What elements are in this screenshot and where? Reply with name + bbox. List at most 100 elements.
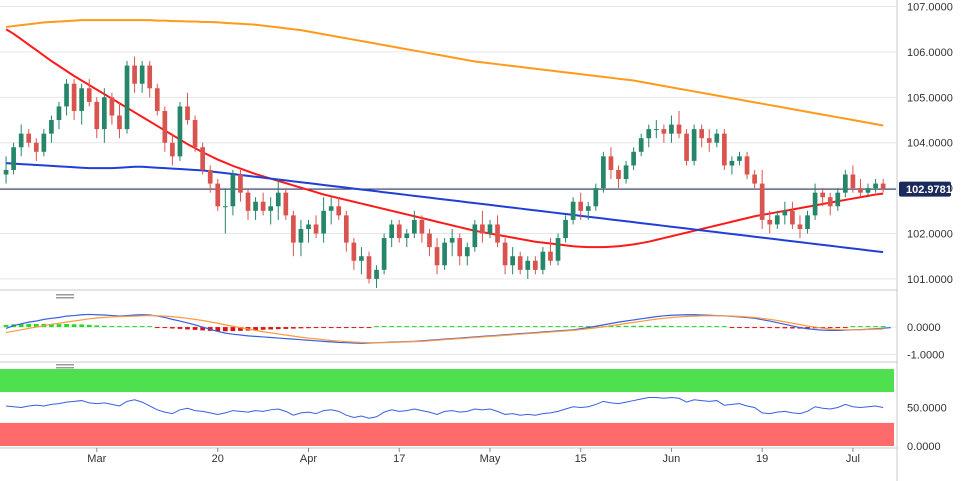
candle-bullish[interactable] [729, 156, 735, 175]
candle-bearish[interactable] [661, 124, 667, 143]
candle-bullish[interactable] [525, 256, 531, 279]
candle-bullish[interactable] [646, 124, 652, 148]
panel-resize-handle-2[interactable] [56, 364, 74, 369]
candle-bullish[interactable] [139, 61, 145, 93]
candle-bearish[interactable] [154, 83, 160, 116]
candle-bullish[interactable] [555, 233, 561, 266]
candle-bearish[interactable] [744, 151, 750, 180]
candle-bullish[interactable] [737, 151, 742, 166]
candle-bearish[interactable] [880, 179, 886, 193]
candle-bearish[interactable] [215, 179, 221, 211]
candle-bullish[interactable] [714, 129, 720, 148]
candle-bearish[interactable] [336, 197, 342, 220]
candle-bullish[interactable] [812, 183, 818, 220]
candle-bullish[interactable] [842, 169, 848, 198]
candle-bullish[interactable] [49, 115, 54, 143]
candle-bullish[interactable] [638, 133, 644, 157]
candle-bullish[interactable] [601, 151, 606, 193]
panel-resize-handle-1[interactable] [56, 294, 74, 299]
candle-bullish[interactable] [472, 219, 478, 252]
candle-bullish[interactable] [835, 188, 841, 211]
candle-bullish[interactable] [464, 242, 470, 266]
candle-bullish[interactable] [563, 215, 568, 243]
candle-bullish[interactable] [774, 210, 780, 229]
candle-bearish[interactable] [616, 165, 621, 189]
price-panel[interactable] [0, 19, 896, 288]
candle-bearish[interactable] [850, 165, 856, 193]
candle-bearish[interactable] [26, 129, 32, 148]
candle-bullish[interactable] [321, 197, 326, 243]
candle-bearish[interactable] [238, 169, 243, 202]
candle-bearish[interactable] [245, 188, 251, 220]
candle-bearish[interactable] [147, 61, 153, 98]
candle-bearish[interactable] [162, 106, 168, 152]
candle-bearish[interactable] [94, 97, 100, 139]
candle-bearish[interactable] [608, 147, 614, 180]
candle-bullish[interactable] [782, 201, 788, 225]
candle-bullish[interactable] [3, 156, 9, 184]
candle-bullish[interactable] [865, 183, 871, 198]
candle-bearish[interactable] [502, 238, 508, 275]
candle-bullish[interactable] [56, 101, 62, 130]
candle-bearish[interactable] [790, 201, 795, 229]
candle-bullish[interactable] [669, 115, 674, 143]
candle-bullish[interactable] [306, 219, 311, 243]
candle-bearish[interactable] [283, 188, 289, 220]
candle-bullish[interactable] [442, 238, 447, 270]
candle-bearish[interactable] [722, 129, 727, 170]
candle-bullish[interactable] [449, 228, 455, 257]
candle-bearish[interactable] [684, 129, 689, 166]
candle-bearish[interactable] [291, 210, 296, 257]
candle-bearish[interactable] [260, 192, 266, 216]
candle-bullish[interactable] [381, 233, 387, 275]
candle-bullish[interactable] [873, 179, 878, 193]
candle-bullish[interactable] [374, 265, 379, 288]
macd-panel[interactable] [3, 313, 891, 344]
candle-bullish[interactable] [230, 169, 236, 216]
candle-bullish[interactable] [79, 83, 85, 125]
candle-bearish[interactable] [200, 142, 205, 175]
candle-bullish[interactable] [631, 147, 636, 170]
candle-bearish[interactable] [434, 238, 440, 275]
candle-bullish[interactable] [540, 247, 546, 275]
candle-bearish[interactable] [820, 188, 826, 207]
candle-bullish[interactable] [389, 219, 395, 248]
candle-bearish[interactable] [827, 192, 833, 216]
candle-bullish[interactable] [222, 188, 228, 234]
candle-bullish[interactable] [177, 101, 183, 161]
candle-bullish[interactable] [18, 124, 24, 157]
candle-bearish[interactable] [752, 169, 757, 189]
candle-bearish[interactable] [517, 251, 523, 275]
candle-bullish[interactable] [510, 247, 515, 275]
candle-bullish[interactable] [585, 201, 591, 220]
candle-bearish[interactable] [351, 238, 357, 270]
candle-bullish[interactable] [328, 197, 334, 225]
candle-bullish[interactable] [124, 61, 130, 134]
candle-bearish[interactable] [759, 169, 765, 229]
candle-bearish[interactable] [578, 192, 584, 220]
candle-bearish[interactable] [109, 92, 115, 125]
candle-bullish[interactable] [404, 228, 410, 248]
candle-bearish[interactable] [132, 56, 137, 93]
candle-bearish[interactable] [366, 251, 372, 284]
rsi-panel[interactable] [0, 369, 894, 446]
candle-bearish[interactable] [71, 79, 77, 121]
candle-bearish[interactable] [457, 233, 463, 266]
candle-bearish[interactable] [699, 124, 705, 148]
candle-bullish[interactable] [275, 179, 281, 220]
candle-bearish[interactable] [427, 228, 432, 257]
candle-bearish[interactable] [207, 165, 213, 193]
candle-bearish[interactable] [858, 179, 863, 198]
candle-bullish[interactable] [102, 88, 107, 143]
candle-bullish[interactable] [623, 160, 629, 184]
candle-bearish[interactable] [480, 210, 485, 243]
candle-bearish[interactable] [33, 138, 39, 161]
candle-bearish[interactable] [313, 215, 319, 239]
candle-bearish[interactable] [706, 129, 712, 152]
candle-bullish[interactable] [359, 247, 364, 275]
candle-bearish[interactable] [419, 215, 425, 243]
candle-bullish[interactable] [268, 197, 274, 225]
candle-bearish[interactable] [192, 115, 198, 152]
candle-bearish[interactable] [676, 110, 682, 139]
candle-bearish[interactable] [86, 79, 92, 107]
